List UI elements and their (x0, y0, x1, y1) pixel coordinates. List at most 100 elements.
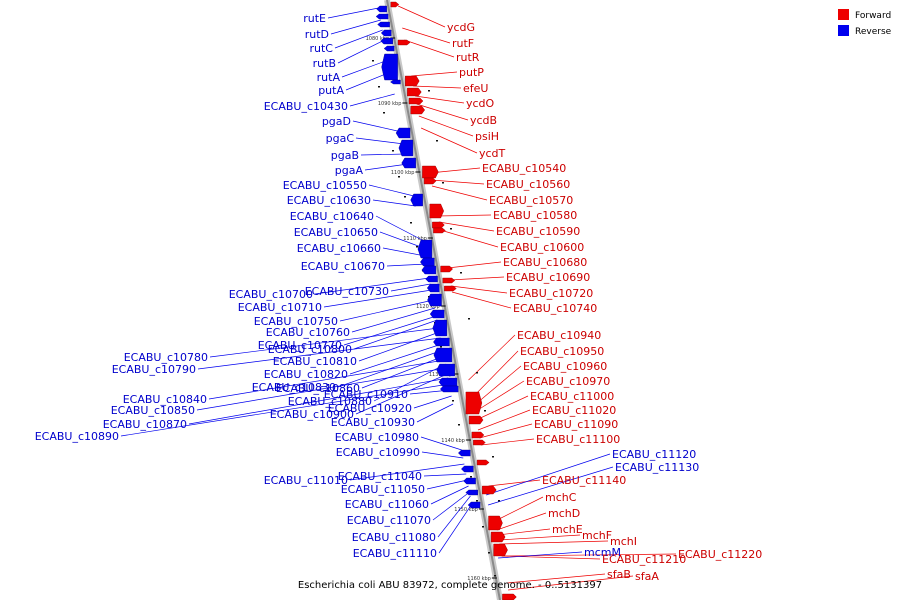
leader-line (431, 185, 488, 201)
reverse-gene-label: ECABU_c11010 (264, 474, 348, 487)
reverse-gene-feature (427, 293, 442, 307)
genome-caption: Escherichia coli ABU 83972, complete gen… (298, 580, 602, 591)
reverse-gene-feature (439, 385, 459, 393)
reverse-gene-feature (436, 363, 455, 377)
forward-gene-label: rutF (452, 37, 474, 50)
reverse-gene-label: ECABU_c10790 (112, 363, 196, 376)
leader-line (486, 453, 611, 496)
small-feature (494, 575, 496, 577)
forward-gene-label: ECABU_c11020 (532, 404, 616, 417)
forward-gene-label: mchF (582, 529, 612, 542)
leader-line (349, 463, 465, 481)
forward-gene-label: ECABU_c10560 (486, 178, 570, 191)
reverse-gene-label: rutA (317, 71, 341, 84)
tick-label: 1110 kbp (403, 236, 427, 242)
leader-line (368, 184, 414, 197)
forward-gene-label: ECABU_c10570 (489, 194, 573, 207)
leader-line (488, 466, 614, 506)
reverse-gene-label: ECABU_c10980 (335, 431, 419, 444)
forward-gene-feature (433, 227, 446, 234)
leader-line (420, 436, 462, 451)
reverse-gene-label: ECABU_c10650 (294, 226, 378, 239)
small-feature (378, 86, 380, 88)
reverse-gene-feature (401, 157, 416, 169)
small-feature (428, 90, 430, 92)
leader-line (345, 71, 391, 91)
leader-line (440, 229, 499, 248)
tick-label: 1150 kbp (454, 507, 478, 513)
leader-line (330, 19, 381, 35)
reverse-gene-feature (432, 319, 447, 337)
tick-label: 1080 kbp (366, 36, 390, 42)
reverse-gene-label: ECABU_c10700 (229, 288, 313, 301)
leader-line (404, 39, 455, 58)
leader-line (339, 299, 434, 322)
leader-line (360, 153, 407, 156)
reverse-gene-label: mcmM (584, 546, 621, 559)
reverse-gene-label: ECABU_c10750 (254, 315, 338, 328)
reverse-gene-feature (438, 377, 458, 387)
reverse-gene-label: ECABU_c11120 (612, 448, 696, 461)
forward-gene-label: ECABU_c10690 (506, 271, 590, 284)
leader-line (355, 137, 405, 145)
small-feature (482, 526, 484, 528)
forward-gene-label: mchE (552, 523, 583, 536)
reverse-gene-label: pgaC (326, 132, 355, 145)
forward-gene-label: ECABU_c10540 (482, 162, 566, 175)
small-feature (452, 400, 454, 402)
leader-lines (120, 5, 677, 591)
forward-gene-feature (465, 391, 483, 415)
reverse-gene-label: ECABU_c10880 (288, 395, 372, 408)
leader-line (386, 263, 427, 267)
leader-line (423, 473, 467, 477)
forward-gene-label: ECABU_c10950 (520, 345, 604, 358)
leader-line (426, 479, 468, 490)
reverse-gene-label: ECABU_c10810 (273, 355, 357, 368)
leader-line (208, 359, 445, 400)
leader-line (506, 573, 606, 584)
leader-line (337, 349, 444, 388)
legend-forward-label: Forward (855, 11, 891, 21)
leader-line (341, 59, 389, 78)
forward-gene-label: ycdB (470, 114, 497, 127)
forward-gene-label: ECABU_c10600 (500, 241, 584, 254)
small-feature (398, 176, 400, 178)
reverse-gene-label: ECABU_c10930 (331, 416, 415, 429)
leader-line (480, 438, 535, 446)
reverse-gene-label: pgaD (322, 115, 351, 128)
legend-reverse-swatch (838, 25, 849, 36)
reverse-gene-label: ECABU_c10890 (35, 430, 119, 443)
leader-line (421, 451, 464, 459)
reverse-gene-feature (458, 449, 471, 457)
small-feature (383, 112, 385, 114)
reverse-gene-label: pgaA (335, 164, 364, 177)
forward-gene-feature (423, 177, 437, 185)
leader-line (437, 495, 471, 538)
forward-gene-feature (471, 431, 485, 439)
leader-line (334, 29, 383, 49)
leader-line (209, 327, 439, 358)
forward-gene-label: ECABU_c11100 (536, 433, 620, 446)
reverse-gene-feature (433, 347, 453, 363)
forward-gene-label: ycdG (447, 21, 475, 34)
leader-line (375, 215, 423, 241)
forward-gene-label: ECABU_c10680 (503, 256, 587, 269)
leader-line (188, 377, 449, 425)
reverse-gene-feature (390, 79, 401, 85)
reverse-gene-feature (426, 283, 440, 293)
leader-line (402, 27, 451, 44)
forward-gene-label: ECABU_c11140 (542, 474, 626, 487)
reverse-gene-label: ECABU_c11130 (615, 461, 699, 474)
small-feature (450, 228, 452, 230)
forward-gene-feature (442, 277, 456, 284)
reverse-gene-label: ECABU_c10550 (283, 179, 367, 192)
forward-gene-label: mchI (610, 535, 637, 548)
small-feature (442, 182, 444, 184)
leader-line (337, 39, 385, 64)
forward-gene-label: ycdO (466, 97, 495, 110)
leader-line (498, 551, 583, 559)
leader-line (473, 365, 522, 407)
forward-gene-label: ECABU_c10960 (523, 360, 607, 373)
forward-gene-feature (444, 285, 457, 292)
leader-line (430, 485, 469, 505)
